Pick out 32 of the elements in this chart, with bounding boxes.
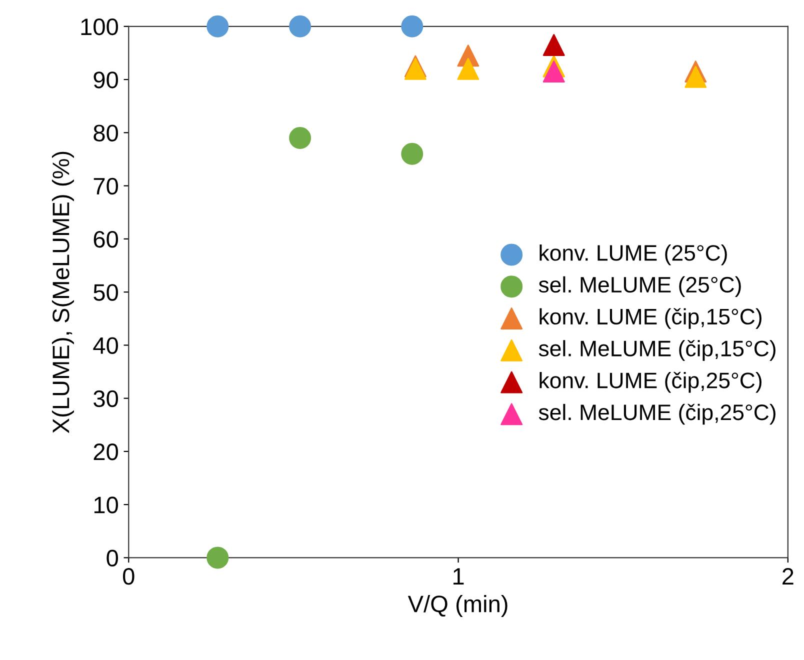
point	[401, 142, 424, 165]
legend-label: sel. MeLUME (25°C)	[538, 276, 741, 298]
x-axis-title: V/Q (min)	[408, 594, 508, 617]
legend-label: konv. LUME (čip,15°C)	[540, 308, 762, 329]
point	[457, 58, 480, 80]
y-tick-label: 70	[94, 178, 118, 195]
y-tick-label: 100	[81, 18, 118, 36]
point	[206, 15, 229, 38]
point	[289, 126, 312, 149]
y-tick-label: 80	[94, 124, 118, 142]
y-tick-label: 10	[94, 496, 118, 514]
y-tick-label: 40	[93, 337, 118, 354]
x-tick-label: 0	[122, 568, 134, 585]
point	[289, 15, 312, 38]
legend-label: konv. LUME (25°C)	[540, 244, 727, 266]
y-tick-label: 20	[94, 444, 118, 460]
y-tick-label: 30	[94, 390, 118, 408]
point	[206, 546, 229, 569]
y-tick-label: 0	[106, 550, 118, 566]
x-tick-label: 2	[782, 568, 794, 585]
legend-label: sel. MeLUME (čip,15°C)	[538, 340, 776, 361]
y-tick-label: 90	[94, 72, 118, 88]
point	[401, 15, 424, 38]
y-tick-label: 50	[94, 284, 118, 301]
legend-label: sel. MeLUME (čip,25°C)	[538, 404, 776, 425]
point	[684, 66, 707, 88]
x-tick-label: 1	[454, 568, 464, 585]
point	[542, 60, 565, 83]
point	[542, 34, 565, 56]
y-axis-title: X(LUME), S(MeLUME) (%)	[52, 152, 74, 434]
legend-label: konv. LUME (čip,25°C)	[540, 372, 762, 393]
y-tick-label: 60	[94, 230, 118, 248]
